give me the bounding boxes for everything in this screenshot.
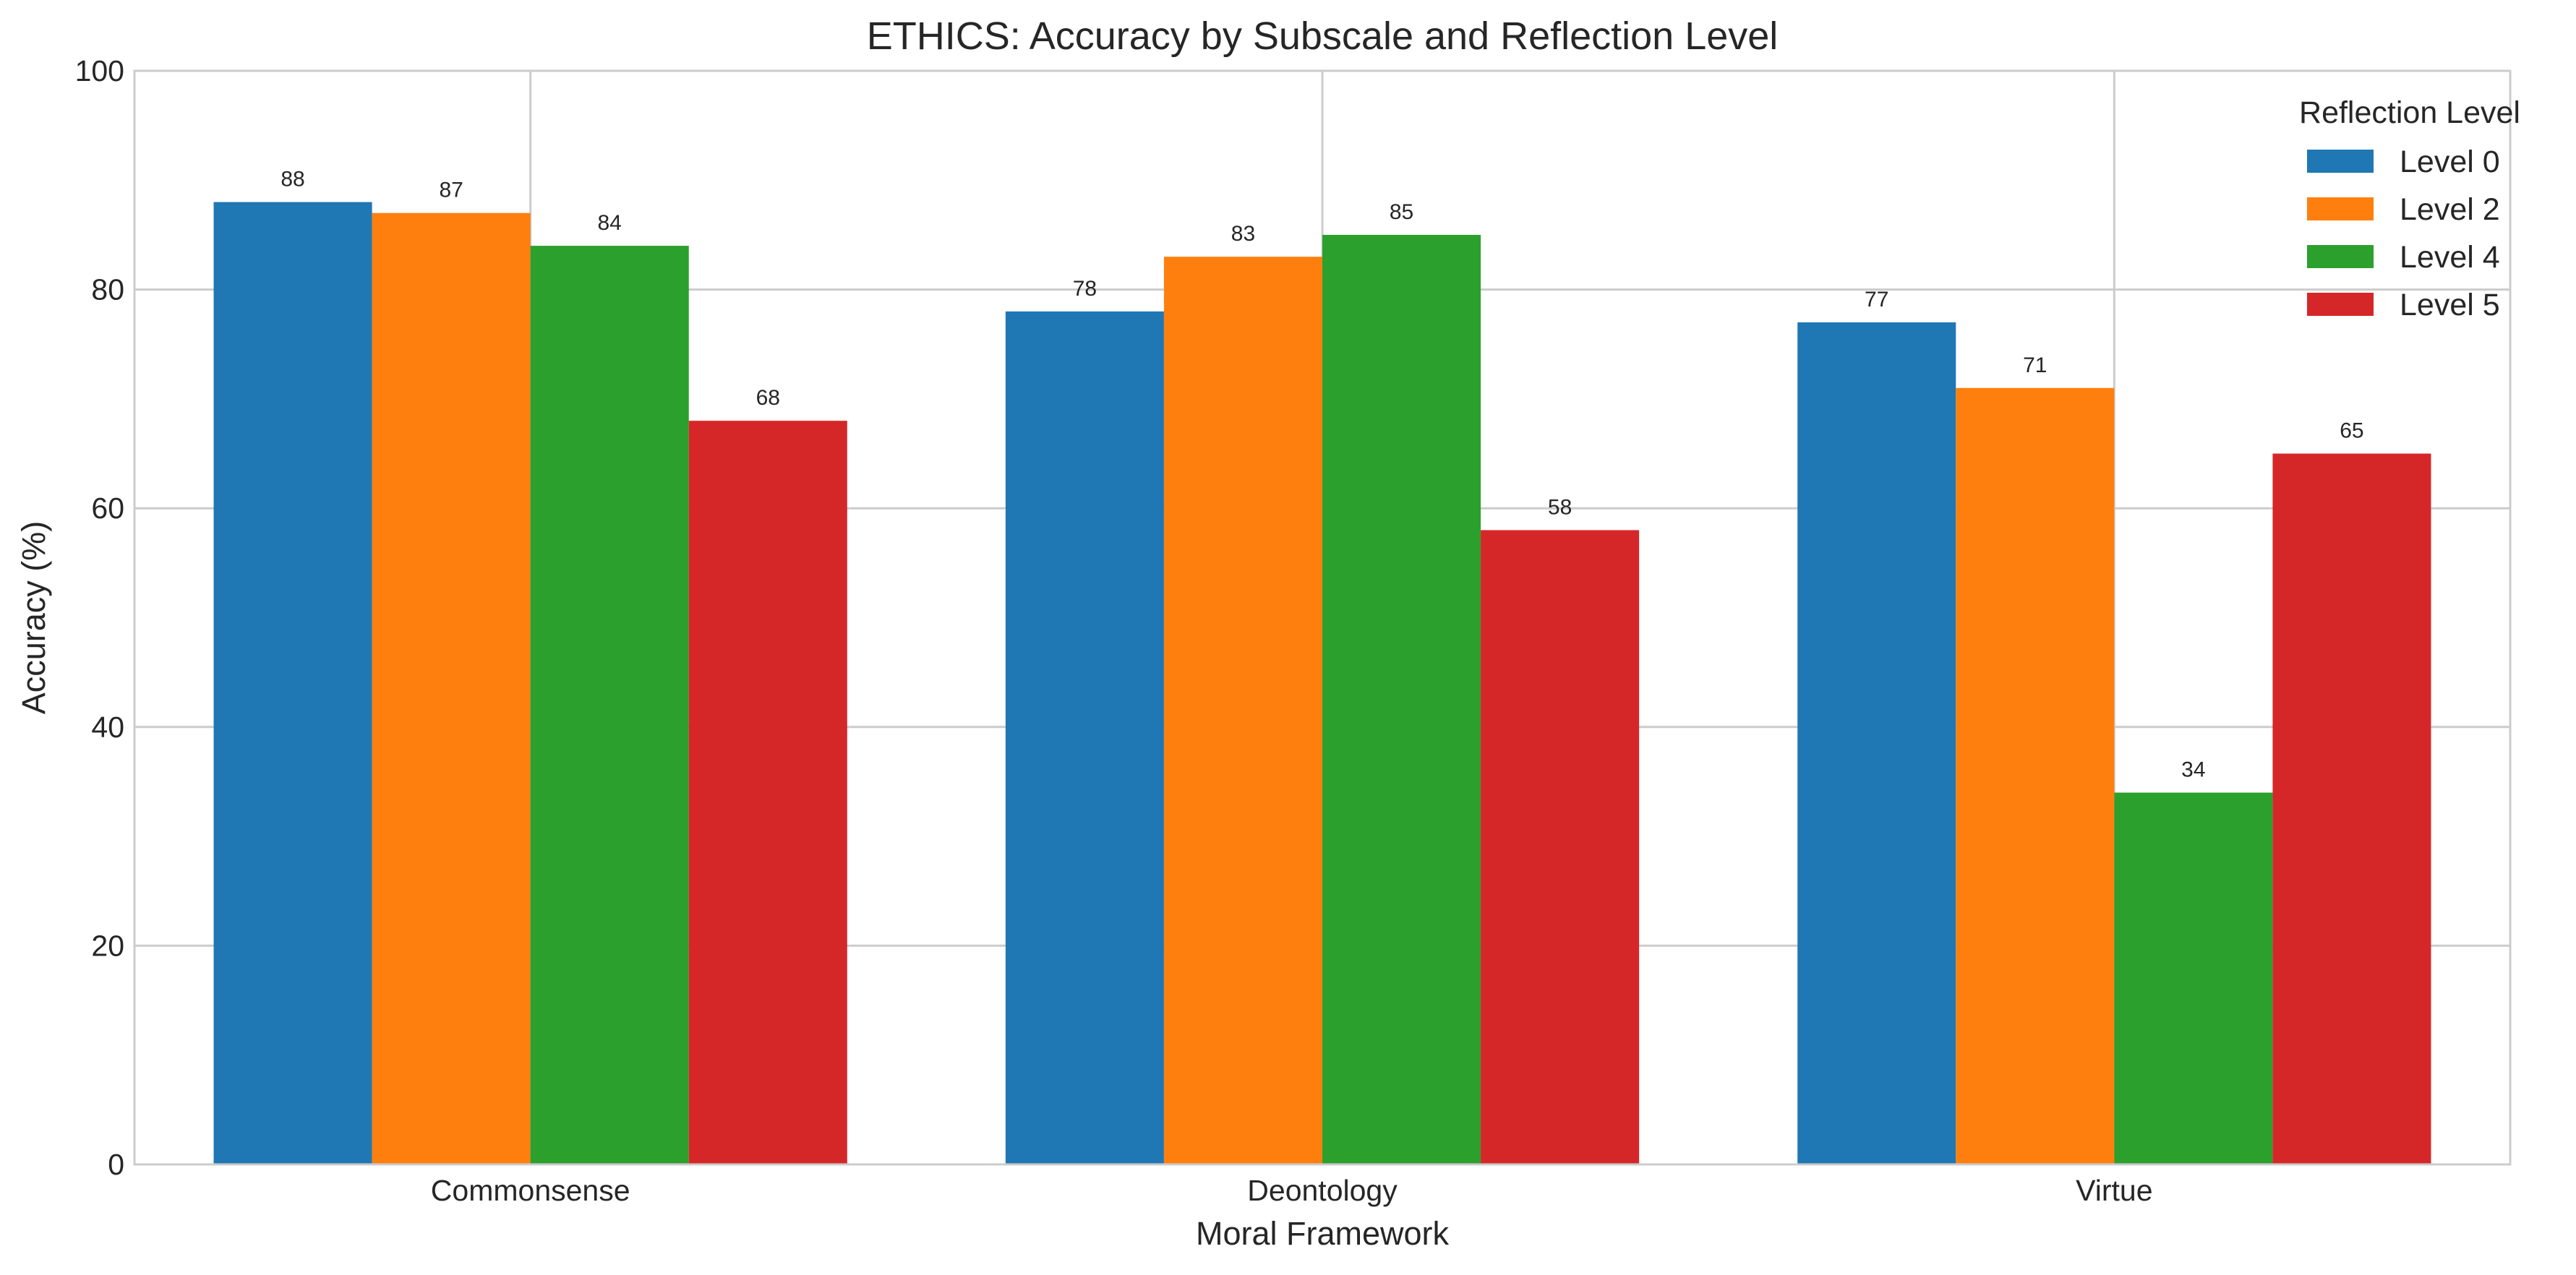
plot-frame: [133, 69, 2512, 1166]
bar-value-label: 78: [1073, 277, 1097, 301]
y-tick-label: 0: [108, 1148, 124, 1181]
legend-label: Level 0: [2400, 145, 2500, 179]
bar: [372, 212, 531, 1165]
y-tick-label: 80: [91, 273, 124, 306]
x-tick-labels: Commonsense Deontology Virtue: [431, 1174, 2153, 1207]
bar-value-label: 84: [598, 211, 622, 235]
bar: [213, 202, 372, 1164]
y-tick-label: 100: [75, 54, 124, 87]
legend-swatch: [2307, 197, 2374, 220]
y-tick-label: 40: [91, 711, 124, 744]
bar-value-label: 77: [1865, 288, 1888, 312]
y-axis-label: Accuracy (%): [15, 521, 52, 715]
y-tick-label: 60: [91, 491, 124, 525]
bar: [1322, 234, 1481, 1165]
legend: Reflection Level Level 0 Level 2 Level 4 Le…: [2299, 95, 2520, 322]
bar-value-label: 58: [1548, 495, 1572, 519]
x-tick-label: Commonsense: [431, 1174, 630, 1207]
bars: [213, 202, 2431, 1165]
y-tick-labels: 0 20 40 60 80 100: [75, 54, 124, 1181]
legend-title: Reflection Level: [2299, 95, 2520, 130]
bar-value-label: 83: [1231, 222, 1255, 246]
bar-value-label: 65: [2340, 419, 2363, 443]
legend-label: Level 5: [2400, 288, 2500, 322]
bar-value-label: 71: [2023, 353, 2047, 377]
x-tick-label: Deontology: [1247, 1174, 1398, 1207]
legend-swatch: [2307, 293, 2374, 316]
chart-title: ETHICS: Accuracy by Subscale and Reflect…: [867, 14, 1779, 58]
bar: [2114, 792, 2273, 1164]
legend-label: Level 4: [2400, 240, 2500, 275]
bar: [1797, 322, 1956, 1164]
bar-value-label: 34: [2181, 758, 2205, 782]
bar-value-label: 88: [281, 168, 304, 192]
bar: [1481, 530, 1640, 1164]
bar-value-label: 85: [1390, 200, 1413, 224]
data-labels: 88 78 77 87 83 71 84 85 34 68 58 65: [281, 168, 2363, 782]
x-tick-label: Virtue: [2076, 1174, 2152, 1207]
x-axis-label: Moral Framework: [1196, 1215, 1450, 1252]
bar: [1956, 387, 2115, 1164]
bar: [530, 246, 689, 1165]
bar: [1163, 257, 1322, 1165]
legend-label: Level 2: [2400, 192, 2500, 227]
y-tick-label: 20: [91, 929, 124, 962]
bar: [688, 421, 847, 1165]
legend-swatch: [2307, 245, 2374, 268]
legend-swatch: [2307, 150, 2374, 173]
bar: [2272, 453, 2431, 1164]
bar-value-label: 68: [756, 386, 780, 410]
bar: [1005, 311, 1164, 1164]
bar-value-label: 87: [439, 179, 463, 202]
